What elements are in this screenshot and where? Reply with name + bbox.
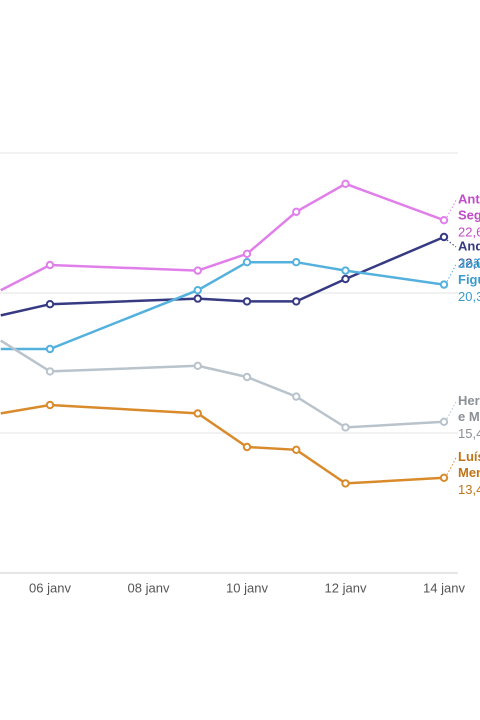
series-label: e M [458, 409, 480, 424]
x-tick-label: 06 janv [29, 580, 71, 595]
point [45, 260, 55, 270]
leader [446, 264, 457, 282]
point [341, 423, 350, 432]
point [292, 392, 301, 401]
point [341, 266, 350, 275]
point [292, 297, 301, 306]
series-label: Men [458, 465, 480, 480]
x-tick-label: 14 janv [423, 580, 465, 595]
line [0, 339, 445, 429]
point [193, 286, 202, 295]
series-label: Seg [458, 208, 480, 223]
point [341, 274, 350, 284]
point [193, 294, 202, 303]
series-label: Luís [458, 449, 480, 464]
series-label: Anto [458, 192, 480, 207]
point [45, 344, 55, 354]
point [242, 258, 252, 267]
point [242, 442, 252, 452]
point [45, 300, 55, 309]
x-tick-label: 10 janv [226, 580, 268, 595]
point [439, 216, 449, 225]
point [242, 372, 252, 382]
point [193, 409, 202, 418]
point [292, 258, 301, 267]
point [193, 266, 202, 275]
series-label: Figu [458, 272, 480, 287]
point [439, 417, 449, 426]
x-tick-label: 08 janv [128, 580, 170, 595]
point [439, 280, 449, 289]
leader [446, 401, 457, 420]
point [292, 207, 301, 217]
point [341, 179, 350, 189]
series-label: Her [458, 393, 480, 408]
point [242, 297, 252, 306]
point [439, 473, 449, 482]
end-label: 22,6 [458, 225, 480, 240]
series-label: And [458, 238, 480, 253]
end-label: 22,0 [458, 255, 480, 270]
point [439, 232, 449, 242]
leader [446, 457, 457, 476]
line [0, 403, 445, 485]
leader [446, 239, 457, 248]
point [45, 400, 55, 410]
end-label: 13,4 [458, 482, 480, 497]
line [0, 260, 445, 351]
point [242, 249, 252, 259]
x-tick-label: 12 janv [325, 580, 367, 595]
point [341, 479, 350, 488]
point [292, 445, 301, 454]
end-label: 15,4 [458, 426, 480, 441]
end-label: 20,3 [458, 289, 480, 304]
leader [446, 199, 457, 218]
point [193, 361, 202, 370]
series-label: Joã [458, 256, 480, 271]
point [45, 367, 55, 376]
